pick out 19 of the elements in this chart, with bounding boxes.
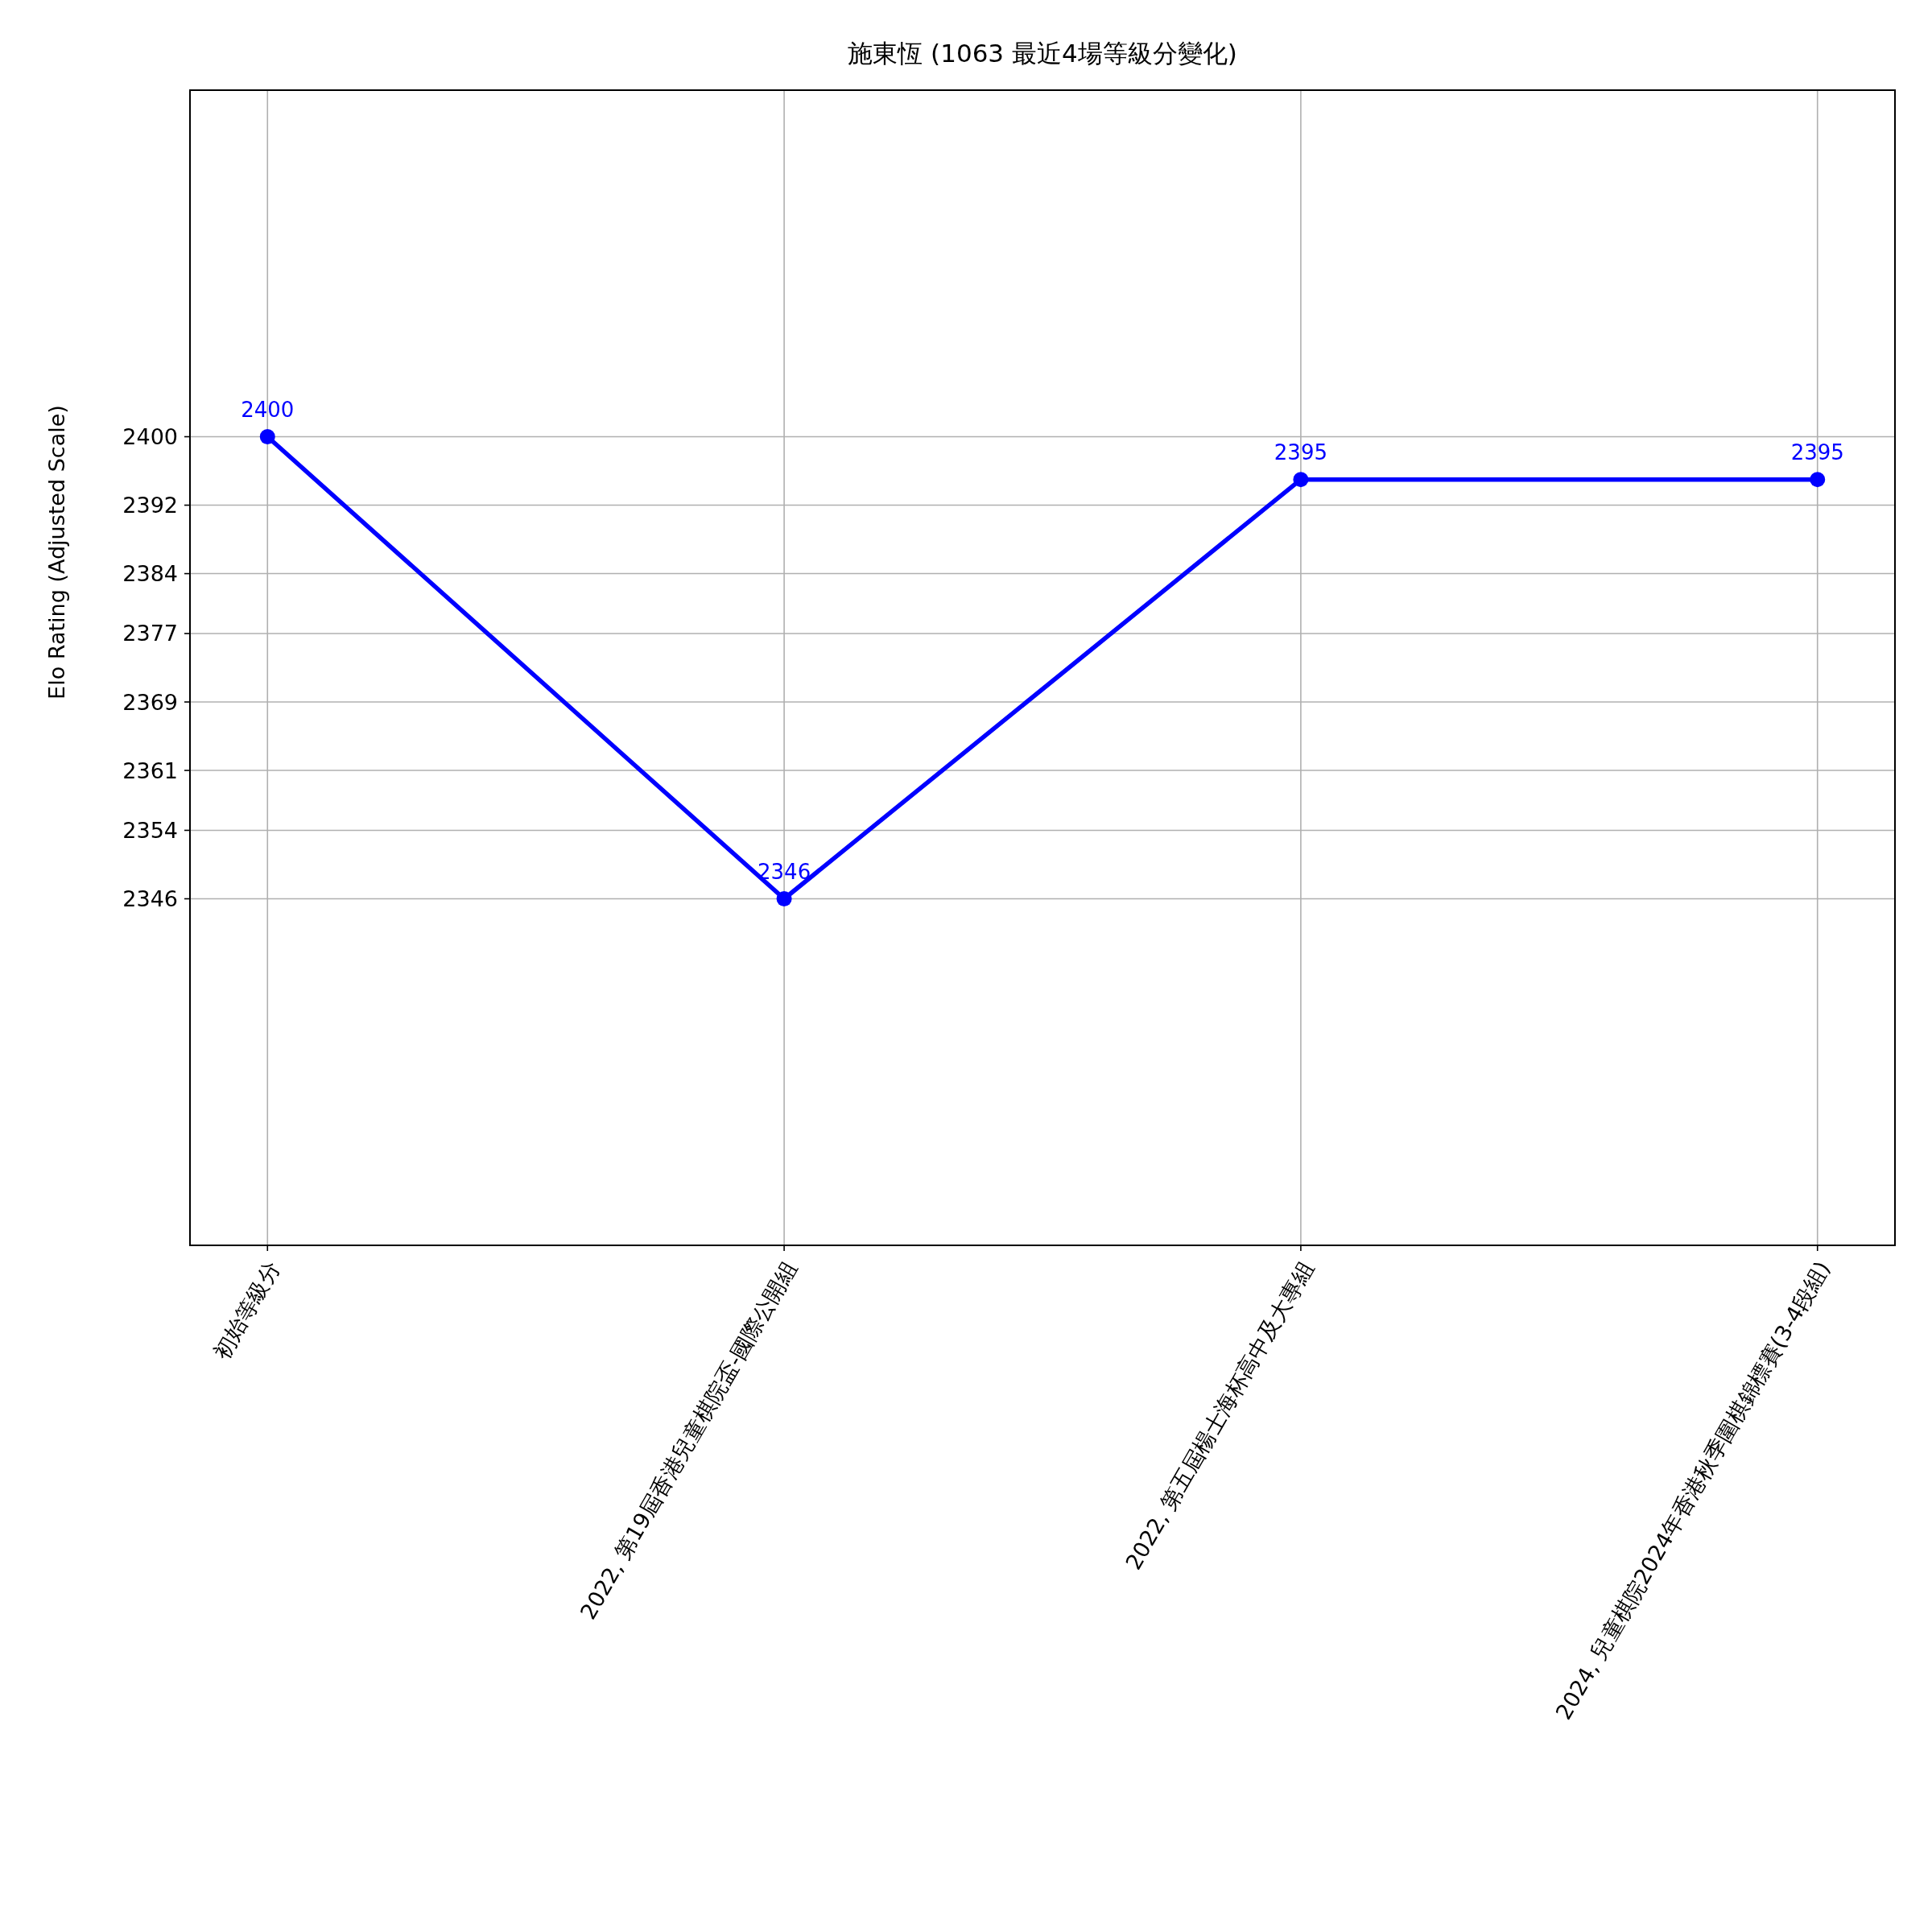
y-tick-label: 2400 (122, 424, 178, 449)
x-tick-label: 初始等級分 (208, 1257, 285, 1364)
point (776, 891, 792, 906)
data-label: 2346 (758, 859, 811, 884)
y-tick-label: 2354 (122, 817, 178, 843)
chart-title: 施東恆 (1063 最近4場等級分變化) (848, 39, 1237, 68)
data-label: 2400 (241, 397, 295, 422)
point (1810, 472, 1826, 488)
y-tick-label: 2377 (122, 621, 178, 646)
data-label: 2395 (1790, 440, 1844, 464)
data-label: 2395 (1274, 440, 1327, 464)
point (259, 429, 275, 444)
y-tick-label: 2384 (122, 561, 178, 587)
point (1293, 472, 1309, 488)
y-tick-label: 2392 (122, 493, 178, 518)
y-tick-label: 2361 (122, 758, 178, 783)
y-tick-label: 2369 (122, 689, 178, 715)
y-tick-label: 2346 (122, 886, 178, 911)
y-axis-title: Elo Rating (Adjusted Scale) (43, 405, 69, 700)
